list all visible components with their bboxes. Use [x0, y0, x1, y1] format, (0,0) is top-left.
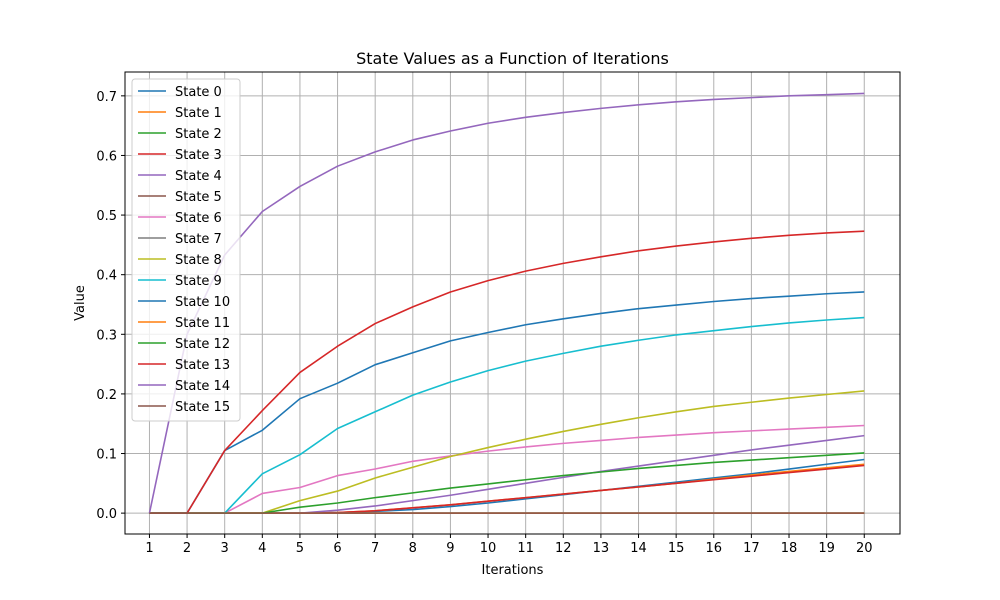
y-tick-label: 0.3 [96, 328, 117, 343]
x-tick-label: 4 [258, 541, 266, 556]
y-tick-label: 0.5 [96, 209, 117, 224]
x-axis-ticks: 1 2 3 4 5 6 7 8 9 10 11 12 13 14 15 16 17 18 19 20 [145, 534, 873, 556]
chart-title: State Values as a Function of Iterations [356, 49, 669, 68]
x-tick-label: 12 [555, 541, 572, 556]
legend-entry-label: State 11 [175, 316, 230, 331]
x-tick-label: 16 [706, 541, 723, 556]
x-tick-label: 9 [446, 541, 454, 556]
x-tick-label: 17 [743, 541, 760, 556]
legend-entry-label: State 1 [175, 106, 222, 121]
x-tick-label: 7 [371, 541, 379, 556]
series-line-state-8 [149, 390, 865, 514]
x-tick-label: 10 [480, 541, 497, 556]
legend-entry-label: State 10 [175, 295, 230, 310]
x-tick-label: 20 [856, 541, 873, 556]
series-lines [148, 92, 865, 514]
x-tick-label: 11 [517, 541, 534, 556]
series-line-state-12 [149, 452, 865, 514]
legend-entry-label: State 14 [175, 379, 230, 394]
series-line-state-10 [149, 291, 865, 514]
legend-entry-label: State 15 [175, 400, 230, 415]
x-tick-label: 8 [409, 541, 417, 556]
x-tick-label: 13 [593, 541, 610, 556]
legend-box [131, 78, 241, 422]
y-tick-label: 0.1 [96, 448, 117, 463]
plot-frame [124, 71, 901, 535]
series-line-state-6 [149, 424, 865, 514]
legend-entry-label: State 7 [175, 232, 222, 247]
x-tick-label: 19 [818, 541, 835, 556]
y-tick-label: 0.4 [96, 269, 117, 284]
x-tick-label: 18 [781, 541, 798, 556]
legend-entry-label: State 2 [175, 127, 222, 142]
x-axis-label: Iterations [482, 563, 544, 578]
legend-entry-label: State 3 [175, 148, 222, 163]
x-tick-label: 15 [668, 541, 685, 556]
y-tick-label: 0.2 [96, 388, 117, 403]
legend-entry-label: State 8 [175, 253, 222, 268]
y-axis-ticks: 0.0 0.1 0.2 0.3 0.4 0.5 0.6 0.7 [96, 90, 125, 522]
legend-entry-label: State 0 [175, 85, 222, 100]
legend-entry-label: State 6 [175, 211, 222, 226]
x-tick-label: 5 [296, 541, 304, 556]
y-axis-label: Value [73, 285, 88, 321]
x-tick-label: 14 [630, 541, 647, 556]
legend-entry-label: State 4 [175, 169, 222, 184]
legend-entry-label: State 12 [175, 337, 230, 352]
series-line-state-14 [148, 92, 865, 514]
legend-entry-label: State 13 [175, 358, 230, 373]
series-line-state-9 [149, 316, 865, 514]
legend: State 0 State 1 State 2 State 3 State 4 State… [131, 78, 241, 422]
y-tick-label: 0.6 [96, 149, 117, 164]
y-tick-label: 0.7 [96, 90, 117, 105]
x-tick-label: 1 [145, 541, 153, 556]
legend-entry-label: State 5 [175, 190, 222, 205]
x-tick-label: 3 [221, 541, 229, 556]
x-tick-label: 2 [183, 541, 191, 556]
legend-entry-label: State 9 [175, 274, 222, 289]
x-tick-label: 6 [333, 541, 341, 556]
series-line-state-13 [149, 230, 865, 514]
y-tick-label: 0.0 [96, 507, 117, 522]
